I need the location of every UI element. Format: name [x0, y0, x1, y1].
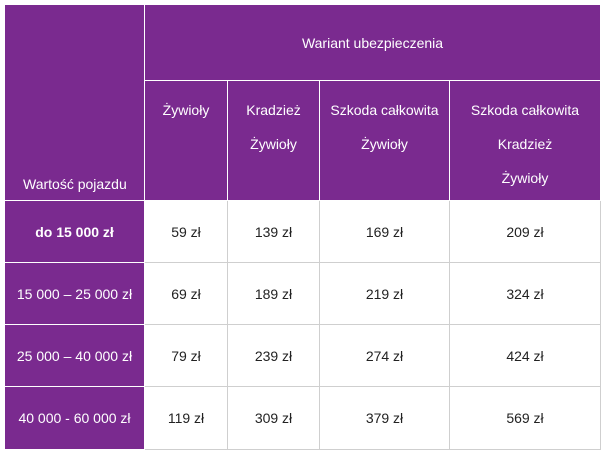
price-cell: 569 zł [450, 387, 601, 450]
column-header-line: Szkoda całkowita [330, 102, 439, 118]
column-header-line: Żywioły [501, 170, 549, 186]
column-header-line: Żywioły [162, 102, 210, 118]
insurance-price-table: Wartość pojazdu Wariant ubezpieczenia Ży… [5, 5, 601, 450]
price-cell: 309 zł [228, 387, 320, 450]
row-label-25000-40000: 25 000 – 40 000 zł [5, 325, 145, 387]
row-label-up-to-15000: do 15 000 zł [5, 201, 145, 263]
price-cell: 189 zł [228, 263, 320, 325]
price-cell: 219 zł [320, 263, 450, 325]
column-header-line: Żywioły [361, 136, 408, 152]
price-cell: 209 zł [450, 201, 601, 263]
column-header-szkoda-kradziez-zywioly: Szkoda całkowita Kradzież Żywioły [450, 81, 601, 201]
insurance-variant-label: Wariant ubezpieczenia [301, 34, 444, 51]
column-header-line: Kradzież [246, 102, 301, 118]
row-label-40000-60000: 40 000 - 60 000 zł [5, 387, 145, 450]
price-cell: 119 zł [145, 387, 228, 450]
price-cell: 69 zł [145, 263, 228, 325]
insurance-variant-header: Wariant ubezpieczenia [145, 5, 601, 81]
price-cell: 379 zł [320, 387, 450, 450]
column-header-line: Kradzież [497, 136, 553, 152]
vehicle-value-label: Wartość pojazdu [23, 176, 127, 192]
price-cell: 139 zł [228, 201, 320, 263]
price-cell: 79 zł [145, 325, 228, 387]
column-header-line: Szkoda całkowita [470, 102, 580, 118]
column-header-zywioly: Żywioły [145, 81, 228, 201]
column-header-kradziez-zywioly: Kradzież Żywioły [228, 81, 320, 201]
column-header-szkoda-zywioly: Szkoda całkowita Żywioły [320, 81, 450, 201]
price-cell: 324 zł [450, 263, 601, 325]
price-cell: 59 zł [145, 201, 228, 263]
price-cell: 169 zł [320, 201, 450, 263]
price-cell: 239 zł [228, 325, 320, 387]
vehicle-value-header: Wartość pojazdu [5, 5, 145, 201]
price-cell: 274 zł [320, 325, 450, 387]
price-cell: 424 zł [450, 325, 601, 387]
column-header-line: Żywioły [250, 136, 297, 152]
row-label-15000-25000: 15 000 – 25 000 zł [5, 263, 145, 325]
